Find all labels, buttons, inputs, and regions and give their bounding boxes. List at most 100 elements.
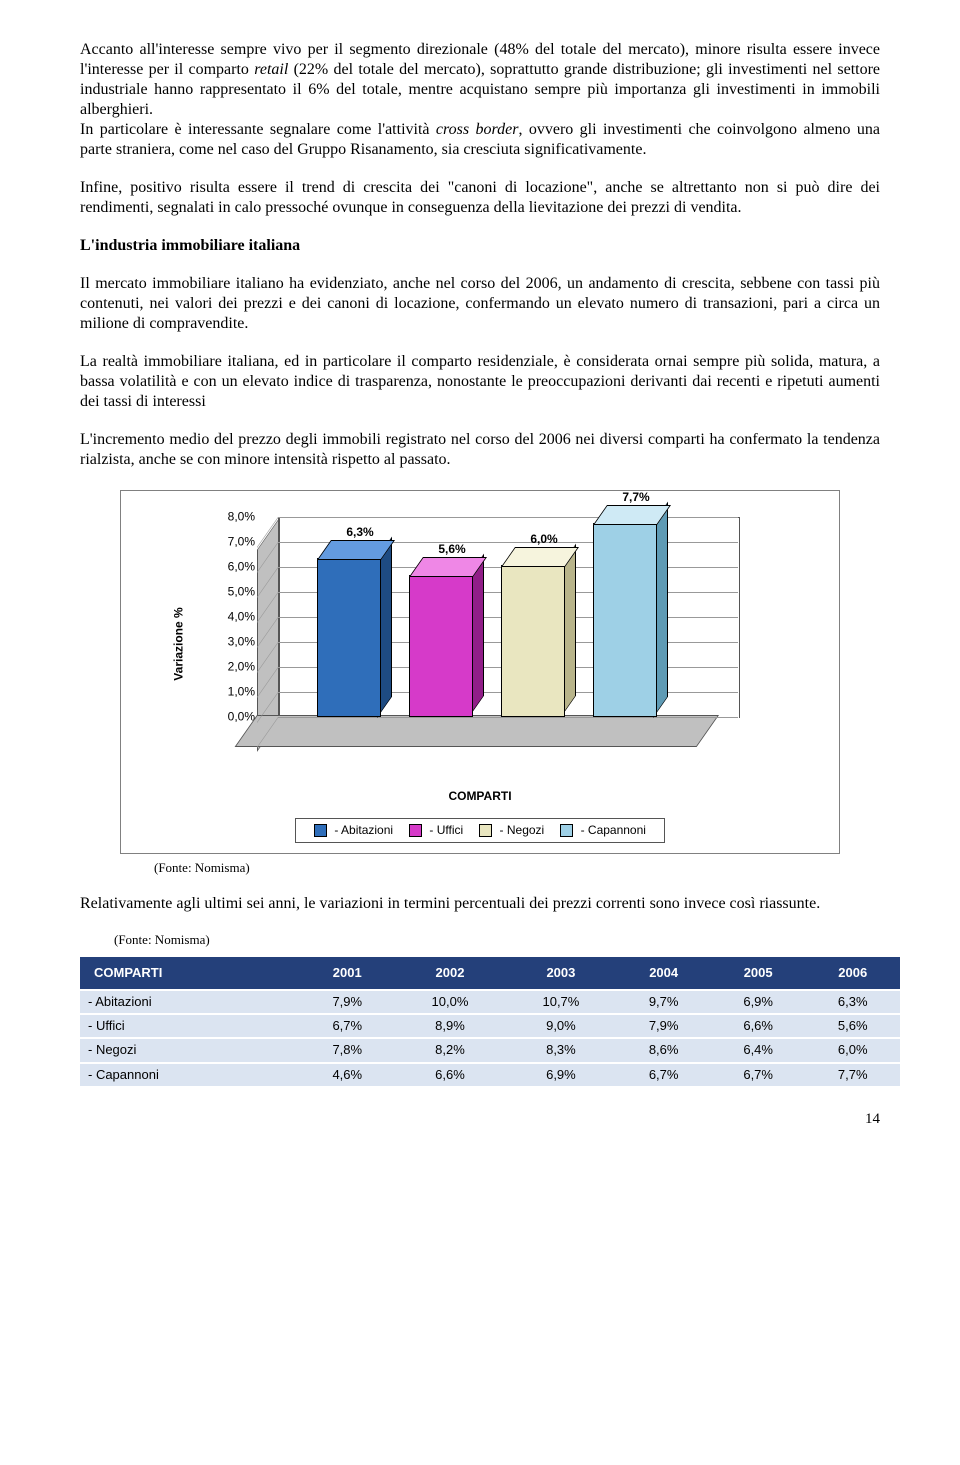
gridline [278, 517, 738, 518]
chart-plot-area: 6,3%5,6%6,0%7,7% [257, 517, 717, 747]
y-tick: 4,0% [211, 610, 255, 625]
table-cell: 8,6% [616, 1038, 711, 1062]
table-header-year: 2005 [711, 957, 806, 990]
bar-front [501, 565, 565, 717]
table-cell: 6,0% [805, 1038, 900, 1062]
chart-legend: - Abitazioni - Uffici - Negozi - Capanno… [295, 818, 665, 843]
table-header-title: COMPARTI [80, 957, 300, 990]
paragraph-4: Il mercato immobiliare italiano ha evide… [80, 274, 880, 334]
y-tick: 3,0% [211, 635, 255, 650]
chart-floor [235, 715, 719, 747]
table-cell: 8,3% [505, 1038, 616, 1062]
legend-label: - Capannoni [577, 823, 646, 837]
y-tick: 7,0% [211, 535, 255, 550]
table-cell: 6,9% [711, 990, 806, 1014]
bar-front [593, 523, 657, 718]
y-tick: 1,0% [211, 685, 255, 700]
legend-label: - Negozi [496, 823, 544, 837]
bar-top [317, 540, 395, 560]
text-italic: retail [254, 61, 288, 78]
bar-chart-container: Variazione % 8,0% 7,0% 6,0% 5,0% 4,0% 3,0% 2,0… [120, 490, 840, 854]
table-cell: 7,8% [300, 1038, 395, 1062]
bar-value-label: 5,6% [438, 542, 465, 557]
table-cell: 6,7% [711, 1063, 806, 1086]
table-cell: 6,6% [711, 1014, 806, 1038]
table-cell: 6,6% [395, 1063, 506, 1086]
bar [501, 567, 563, 717]
table-cell: 9,0% [505, 1014, 616, 1038]
legend-swatch [314, 824, 327, 837]
table-cell: 6,7% [300, 1014, 395, 1038]
y-tick: 0,0% [211, 710, 255, 725]
legend-swatch [479, 824, 492, 837]
y-tick: 6,0% [211, 560, 255, 575]
bar [317, 560, 379, 718]
legend-item: - Negozi [479, 823, 544, 838]
bar-front [317, 558, 381, 718]
paragraph-7: Relativamente agli ultimi sei anni, le v… [80, 894, 880, 914]
table-header-year: 2001 [300, 957, 395, 990]
paragraph-2: In particolare è interessante segnalare … [80, 120, 880, 160]
table-cell: 7,9% [300, 990, 395, 1014]
table-cell: 8,9% [395, 1014, 506, 1038]
table-cell: 10,7% [505, 990, 616, 1014]
paragraph-3: Infine, positivo risulta essere il trend… [80, 178, 880, 218]
table-header-year: 2003 [505, 957, 616, 990]
table-cell: 10,0% [395, 990, 506, 1014]
comparti-table: COMPARTI200120022003200420052006- Abitaz… [80, 957, 900, 1086]
x-axis-title: COMPARTI [139, 789, 821, 804]
bar-chart: Variazione % 8,0% 7,0% 6,0% 5,0% 4,0% 3,0% 2,0… [139, 509, 821, 779]
text: In particolare è interessante segnalare … [80, 121, 436, 138]
table-cell: 6,3% [805, 990, 900, 1014]
paragraph-5: La realtà immobiliare italiana, ed in pa… [80, 352, 880, 412]
table-row: - Abitazioni7,9%10,0%10,7%9,7%6,9%6,3% [80, 990, 900, 1014]
y-axis-label: Variazione % [172, 607, 187, 680]
bar [593, 525, 655, 718]
paragraph-6: L'incremento medio del prezzo degli immo… [80, 430, 880, 470]
table-cell: 6,9% [505, 1063, 616, 1086]
gridline [278, 717, 738, 718]
y-axis-ticks: 8,0%7,0%6,0%5,0%4,0%3,0%2,0%1,0%0,0% [211, 517, 255, 747]
text-italic: cross border [436, 121, 519, 138]
table-row: - Negozi7,8%8,2%8,3%8,6%6,4%6,0% [80, 1038, 900, 1062]
table-cell: 8,2% [395, 1038, 506, 1062]
table-header-year: 2004 [616, 957, 711, 990]
table-row: - Uffici6,7%8,9%9,0%7,9%6,6%5,6% [80, 1014, 900, 1038]
page-number: 14 [80, 1110, 880, 1129]
bar-top [593, 505, 671, 525]
table-header-year: 2006 [805, 957, 900, 990]
y-tick: 8,0% [211, 510, 255, 525]
legend-item: - Capannoni [560, 823, 646, 838]
table-cell: 4,6% [300, 1063, 395, 1086]
bar-value-label: 7,7% [622, 490, 649, 505]
bar-value-label: 6,3% [346, 525, 373, 540]
table-row: - Capannoni4,6%6,6%6,9%6,7%6,7%7,7% [80, 1063, 900, 1086]
table-row-name: - Capannoni [80, 1063, 300, 1086]
legend-swatch [560, 824, 573, 837]
table-cell: 6,7% [616, 1063, 711, 1086]
y-tick: 2,0% [211, 660, 255, 675]
table-header-year: 2002 [395, 957, 506, 990]
section-title: L'industria immobiliare italiana [80, 236, 880, 256]
document-page: Accanto all'interesse sempre vivo per il… [40, 0, 920, 1149]
bar-value-label: 6,0% [530, 532, 557, 547]
legend-item: - Uffici [409, 823, 463, 838]
bar [409, 577, 471, 717]
table-cell: 5,6% [805, 1014, 900, 1038]
legend-label: - Abitazioni [331, 823, 393, 837]
table-row-name: - Abitazioni [80, 990, 300, 1014]
table-source: (Fonte: Nomisma) [114, 932, 880, 948]
bar-front [409, 575, 473, 717]
table-row-name: - Negozi [80, 1038, 300, 1062]
table-cell: 7,7% [805, 1063, 900, 1086]
chart-source: (Fonte: Nomisma) [154, 860, 880, 876]
table-cell: 6,4% [711, 1038, 806, 1062]
table-cell: 7,9% [616, 1014, 711, 1038]
legend-item: - Abitazioni [314, 823, 393, 838]
y-tick: 5,0% [211, 585, 255, 600]
paragraph-1: Accanto all'interesse sempre vivo per il… [80, 40, 880, 120]
legend-label: - Uffici [426, 823, 463, 837]
table-row-name: - Uffici [80, 1014, 300, 1038]
legend-swatch [409, 824, 422, 837]
table-cell: 9,7% [616, 990, 711, 1014]
